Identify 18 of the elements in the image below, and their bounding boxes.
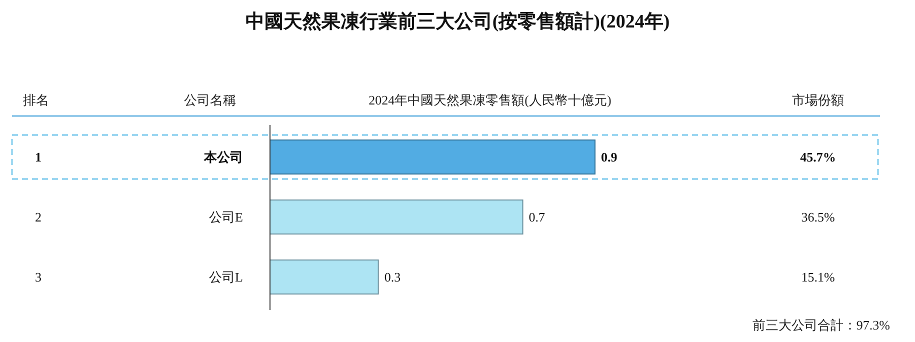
y-tick-label: 公司E	[209, 210, 244, 224]
text: 2	[35, 210, 42, 224]
text: 45.7%	[800, 150, 836, 164]
text: 15.1%	[801, 270, 835, 284]
y-tick-label: 本公司	[203, 150, 243, 164]
text: 36.5%	[801, 210, 835, 224]
chart-title: 中國天然果凍行業前三大公司(按零售額計)(2024年)	[245, 10, 670, 32]
y-tick-label: 公司L	[209, 270, 244, 284]
text: 1	[35, 150, 42, 164]
text: 前三大公司合計：97.3%	[752, 318, 890, 332]
x-axis-title: 2024年中國天然果凍零售額(人民幣十億元)	[368, 92, 612, 108]
text: 公司名稱	[184, 92, 236, 108]
data-label: 0.7	[528, 210, 546, 224]
data-label: 0.3	[384, 270, 401, 284]
text: 排名	[23, 92, 49, 108]
text: 3	[35, 270, 42, 284]
data-label: 0.9	[601, 150, 618, 164]
text: 市場份額	[792, 92, 844, 108]
